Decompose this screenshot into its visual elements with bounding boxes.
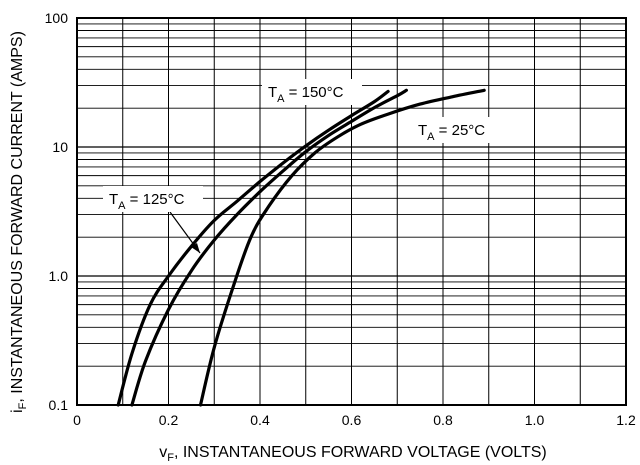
x-axis-label-sub: F	[167, 452, 174, 464]
series-label: TA = 25°C	[418, 122, 485, 143]
x-axis-label-rest: , INSTANTANEOUS FORWARD VOLTAGE (VOLTS)	[174, 444, 547, 461]
curve-0	[116, 89, 390, 407]
y-axis-label-sub: F	[17, 402, 29, 409]
curves	[116, 88, 486, 407]
x-tick-label: 0.6	[342, 412, 362, 428]
label-leader-arrowhead	[191, 243, 200, 253]
x-tick-label: 0	[73, 412, 81, 428]
series-label-box	[262, 79, 362, 105]
plot-frame	[76, 17, 627, 406]
y-tick-label: 1.0	[49, 268, 69, 284]
curve-1	[130, 88, 408, 407]
x-tick-label: 1.2	[616, 412, 636, 428]
y-axis-label-main: i	[9, 409, 26, 413]
y-axis-label: iF, INSTANTANEOUS FORWARD CURRENT (AMPS)	[9, 31, 29, 413]
x-tick-label: 0.4	[250, 412, 270, 428]
y-tick-label: 0.1	[49, 397, 69, 413]
y-axis-label-rest: , INSTANTANEOUS FORWARD CURRENT (AMPS)	[9, 31, 26, 403]
series-label: TA = 150°C	[268, 84, 344, 105]
x-axis-label: vF, INSTANTANEOUS FORWARD VOLTAGE (VOLTS…	[159, 444, 547, 464]
y-tick-label: 100	[45, 10, 69, 26]
x-tick-label: 0.8	[433, 412, 453, 428]
y-tick-labels: 0.1 1.0 10 100	[45, 10, 69, 413]
x-tick-labels: 0 0.2 0.4 0.6 0.8 1.0 1.2	[73, 412, 636, 428]
x-axis-label-main: v	[159, 444, 167, 461]
y-tick-label: 10	[52, 139, 68, 155]
x-tick-label: 0.2	[159, 412, 179, 428]
x-tick-label: 1.0	[525, 412, 545, 428]
curve-2	[198, 88, 486, 407]
series-label-box	[412, 117, 504, 143]
series-label: TA = 125°C	[109, 191, 185, 212]
series-label-box	[103, 186, 203, 212]
annotations: TA = 150°C TA = 25°C TA = 125°C	[103, 79, 504, 254]
